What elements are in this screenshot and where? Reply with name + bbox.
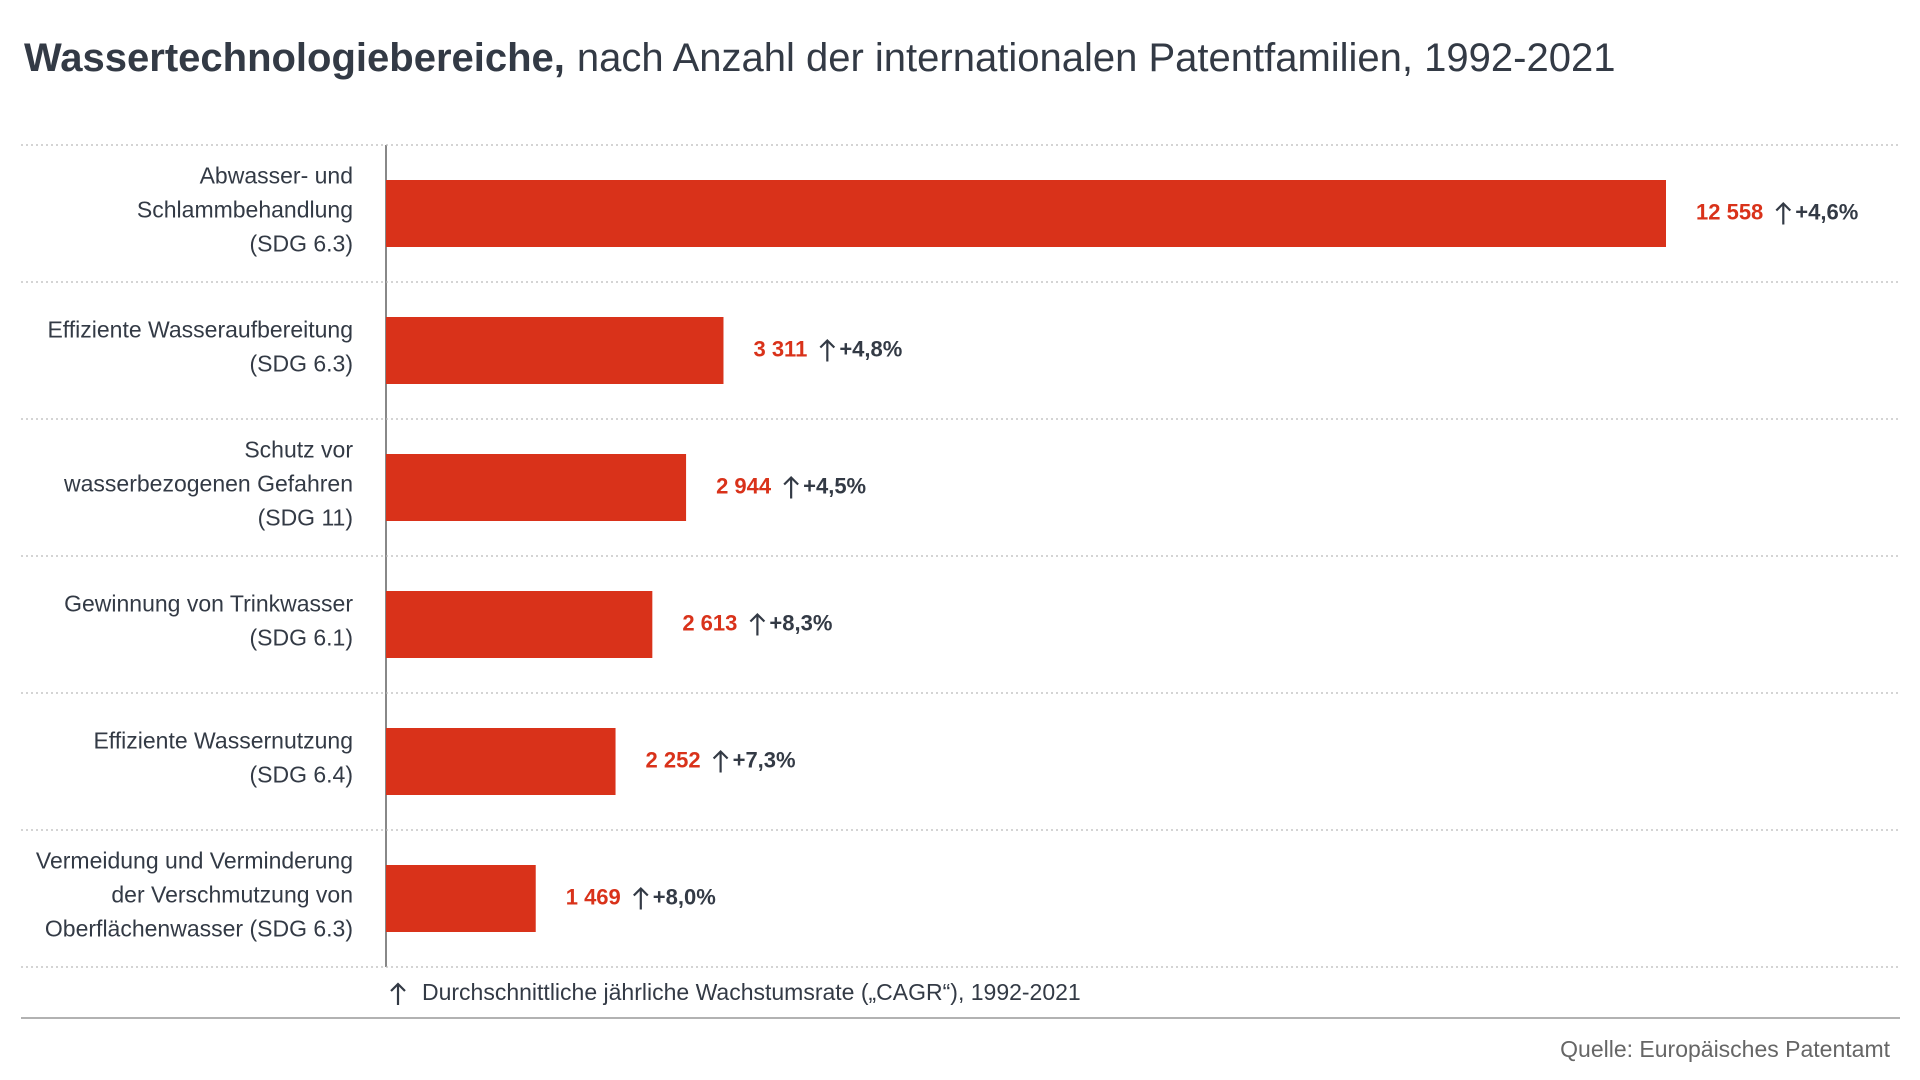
value-label: 2 613 [682,610,737,635]
category-label: (SDG 11) [258,505,353,531]
chart-title: Wassertechnologiebereiche, [24,36,565,80]
category-label: Abwasser- und [200,163,353,189]
growth-label: +8,0% [653,884,716,909]
legend-arrow [391,984,405,1005]
category-label: (SDG 6.1) [249,625,353,651]
category-label: Oberflächenwasser (SDG 6.3) [45,916,353,942]
category-label: der Verschmutzung von [111,882,353,908]
legend-note: Durchschnittliche jährliche Wachstumsrat… [422,979,1081,1005]
category-label: (SDG 6.3) [249,231,353,257]
category-label: Gewinnung von Trinkwasser [64,591,353,617]
category-label: (SDG 6.4) [249,762,353,788]
category-label: Schlammbehandlung [137,197,353,223]
bar [386,728,616,795]
growth-label: +8,3% [769,610,832,635]
growth-label: +4,5% [803,473,866,498]
bar [386,454,686,521]
category-label: (SDG 6.3) [249,351,353,377]
source: Quelle: Europäisches Patentamt [1560,1036,1890,1062]
value-label: 2 252 [646,747,701,772]
bar [386,180,1666,247]
growth-label: +4,8% [839,336,902,361]
value-label: 3 311 [753,336,807,361]
bar [386,865,536,932]
category-label: Effiziente Wasseraufbereitung [47,317,353,343]
chart-title-line: Wassertechnologiebereiche, nach Anzahl de… [24,36,1615,80]
category-label: Effiziente Wassernutzung [93,728,353,754]
bar [386,591,652,658]
growth-label: +4,6% [1795,199,1858,224]
growth-label: +7,3% [733,747,796,772]
value-label: 12 558 [1696,199,1763,224]
category-label: Vermeidung und Verminderung [36,848,353,874]
bar [386,317,723,384]
category-label: wasserbezogenen Gefahren [63,471,353,497]
chart-subtitle: nach Anzahl der internationalen Patentfa… [577,36,1616,80]
category-label: Schutz vor [244,437,353,463]
value-label: 1 469 [566,884,621,909]
value-label: 2 944 [716,473,772,498]
